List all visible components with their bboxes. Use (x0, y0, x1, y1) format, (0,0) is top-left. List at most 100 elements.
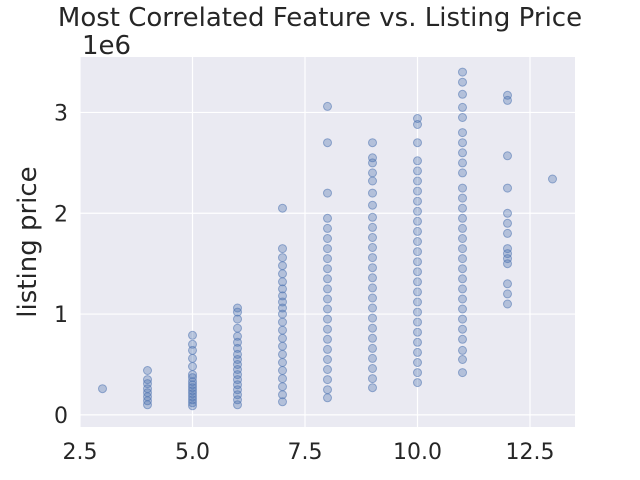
data-point (503, 254, 512, 264)
data-point (233, 323, 242, 333)
x-tick-label: 10.0 (393, 440, 442, 465)
data-point (458, 294, 467, 304)
data-point (503, 289, 512, 299)
data-point (233, 314, 242, 324)
data-point (413, 206, 422, 216)
points-layer (98, 67, 557, 411)
data-point (323, 375, 332, 385)
data-point (413, 337, 422, 347)
data-point (458, 314, 467, 324)
y-tick-label: 3 (54, 101, 68, 126)
data-point (143, 375, 152, 385)
data-point (323, 244, 332, 254)
data-point (233, 390, 242, 400)
data-point (413, 237, 422, 246)
y-tick-label: 2 (54, 202, 68, 227)
data-point (278, 253, 287, 263)
data-point (413, 347, 422, 357)
data-point (278, 382, 287, 392)
data-point (458, 324, 467, 334)
data-point (458, 223, 467, 233)
data-point (278, 333, 287, 343)
data-point (413, 226, 422, 236)
data-point (503, 228, 512, 238)
data-point (368, 383, 377, 393)
data-point (413, 247, 422, 257)
data-point (458, 304, 467, 314)
data-point (458, 244, 467, 254)
data-point (458, 102, 467, 112)
data-point (323, 264, 332, 274)
data-point (278, 349, 287, 359)
data-point (458, 254, 467, 264)
data-point (233, 360, 242, 369)
data-point (503, 90, 512, 100)
data-point (458, 355, 467, 364)
data-point (323, 393, 332, 403)
data-point (458, 183, 467, 193)
data-point (413, 368, 422, 378)
data-point (503, 218, 512, 228)
data-point (323, 385, 332, 395)
data-point (503, 151, 512, 161)
data-point (323, 314, 332, 324)
data-point (458, 128, 467, 138)
data-point (368, 343, 377, 353)
data-point (413, 287, 422, 297)
data-point (458, 89, 467, 99)
data-point (188, 380, 197, 390)
data-point (188, 345, 197, 355)
data-point (278, 277, 287, 287)
data-point (503, 244, 512, 254)
data-point (278, 397, 287, 407)
data-point (278, 358, 287, 367)
data-point (323, 355, 332, 364)
x-axis-ticks: 2.5 5.0 7.5 10.0 12.5 (63, 440, 555, 465)
data-point (458, 168, 467, 178)
data-point (143, 366, 152, 375)
data-point (368, 283, 377, 293)
y-offset-label: 1e6 (82, 31, 131, 61)
x-tick-label: 5.0 (175, 440, 210, 465)
data-point (188, 395, 197, 405)
data-point (368, 212, 377, 222)
data-point (233, 375, 242, 385)
data-point (278, 269, 287, 279)
data-point (323, 344, 332, 354)
chart-title: Most Correlated Feature vs. Listing Pric… (58, 3, 582, 33)
data-point (323, 274, 332, 284)
data-point (188, 370, 197, 380)
data-point (413, 267, 422, 277)
data-point (278, 244, 287, 254)
data-point (323, 234, 332, 243)
data-point (233, 385, 242, 395)
data-point (458, 203, 467, 213)
data-point (503, 183, 512, 193)
data-point (188, 362, 197, 371)
x-tick-label: 12.5 (506, 440, 555, 465)
data-point (323, 294, 332, 304)
data-point (278, 309, 287, 319)
data-point (278, 297, 287, 307)
data-point (188, 330, 197, 340)
data-point (413, 138, 422, 148)
data-point (368, 364, 377, 373)
data-point (458, 113, 467, 122)
data-point (233, 400, 242, 410)
data-point (368, 153, 377, 163)
data-point (458, 345, 467, 355)
data-point (278, 325, 287, 335)
data-point (503, 249, 512, 259)
data-point (368, 293, 377, 303)
data-point (188, 383, 197, 393)
data-point (413, 327, 422, 337)
data-point (503, 208, 512, 218)
data-point (413, 378, 422, 388)
data-point (413, 257, 422, 267)
data-point (233, 343, 242, 353)
data-point (548, 174, 557, 184)
y-axis-label: listing price (13, 166, 43, 317)
data-point (458, 138, 467, 148)
data-point (323, 284, 332, 294)
data-point (368, 353, 377, 363)
